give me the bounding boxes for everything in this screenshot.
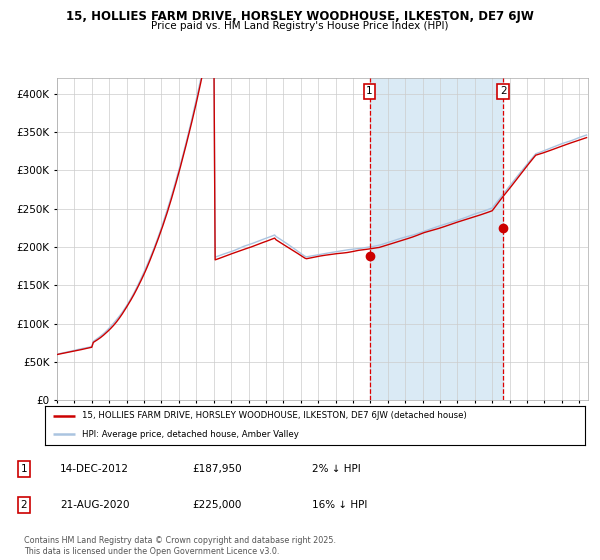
Text: 1: 1 <box>366 86 373 96</box>
Text: £187,950: £187,950 <box>192 464 242 474</box>
Bar <box>370 78 503 400</box>
Text: 1: 1 <box>20 464 28 474</box>
Text: Price paid vs. HM Land Registry's House Price Index (HPI): Price paid vs. HM Land Registry's House … <box>151 21 449 31</box>
Text: 2: 2 <box>500 86 507 96</box>
Text: 21-AUG-2020: 21-AUG-2020 <box>60 501 130 510</box>
Text: HPI: Average price, detached house, Amber Valley: HPI: Average price, detached house, Ambe… <box>82 430 299 438</box>
Text: Contains HM Land Registry data © Crown copyright and database right 2025.
This d: Contains HM Land Registry data © Crown c… <box>24 536 336 556</box>
Text: 16% ↓ HPI: 16% ↓ HPI <box>312 501 367 510</box>
Text: 2% ↓ HPI: 2% ↓ HPI <box>312 464 361 474</box>
Text: 2: 2 <box>20 501 28 510</box>
Text: 15, HOLLIES FARM DRIVE, HORSLEY WOODHOUSE, ILKESTON, DE7 6JW: 15, HOLLIES FARM DRIVE, HORSLEY WOODHOUS… <box>66 10 534 22</box>
Text: 14-DEC-2012: 14-DEC-2012 <box>60 464 129 474</box>
Text: £225,000: £225,000 <box>192 501 241 510</box>
Text: 15, HOLLIES FARM DRIVE, HORSLEY WOODHOUSE, ILKESTON, DE7 6JW (detached house): 15, HOLLIES FARM DRIVE, HORSLEY WOODHOUS… <box>82 411 466 421</box>
